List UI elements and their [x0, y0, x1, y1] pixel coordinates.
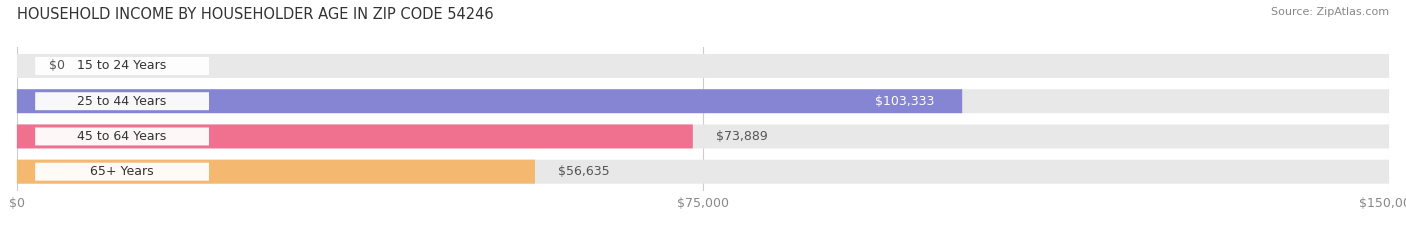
FancyBboxPatch shape [35, 57, 209, 75]
Text: Source: ZipAtlas.com: Source: ZipAtlas.com [1271, 7, 1389, 17]
Text: HOUSEHOLD INCOME BY HOUSEHOLDER AGE IN ZIP CODE 54246: HOUSEHOLD INCOME BY HOUSEHOLDER AGE IN Z… [17, 7, 494, 22]
FancyBboxPatch shape [17, 124, 1389, 148]
FancyBboxPatch shape [17, 89, 1389, 113]
Text: 15 to 24 Years: 15 to 24 Years [77, 59, 167, 72]
Text: $73,889: $73,889 [716, 130, 768, 143]
Text: $103,333: $103,333 [876, 95, 935, 108]
FancyBboxPatch shape [35, 127, 209, 145]
FancyBboxPatch shape [17, 89, 962, 113]
Text: $0: $0 [49, 59, 65, 72]
Text: $56,635: $56,635 [558, 165, 609, 178]
FancyBboxPatch shape [17, 160, 1389, 184]
Text: 25 to 44 Years: 25 to 44 Years [77, 95, 167, 108]
FancyBboxPatch shape [17, 54, 1389, 78]
FancyBboxPatch shape [17, 124, 693, 148]
Text: 45 to 64 Years: 45 to 64 Years [77, 130, 167, 143]
FancyBboxPatch shape [35, 163, 209, 181]
FancyBboxPatch shape [35, 92, 209, 110]
FancyBboxPatch shape [17, 160, 536, 184]
Text: 65+ Years: 65+ Years [90, 165, 153, 178]
